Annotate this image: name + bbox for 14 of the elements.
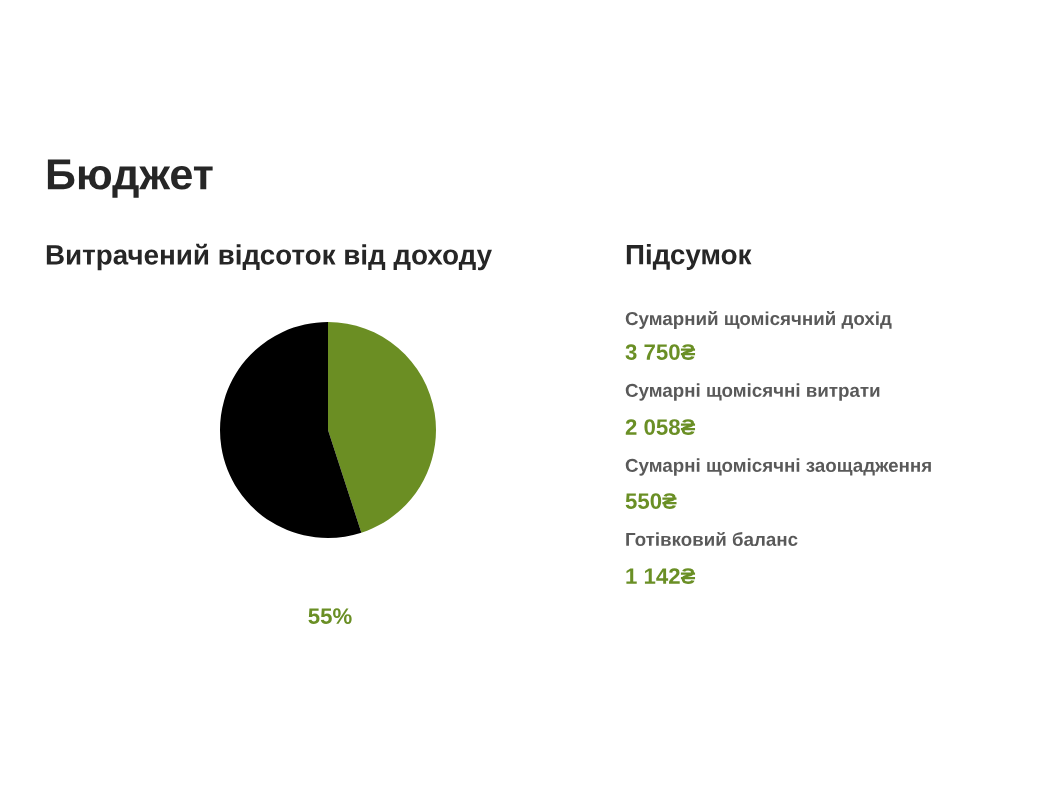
text: 550₴: [625, 493, 677, 509]
chart-title: Бюджет: [47, 159, 213, 198]
text: 2 058₴: [625, 419, 696, 435]
text: Підсумок: [626, 244, 752, 270]
chart-subtitle: Витрачений відсоток від доходу: [46, 243, 492, 271]
text: 1 142₴: [626, 568, 696, 584]
text: 3 750₴: [625, 344, 696, 360]
text: Сумарні щомісячні заощадження: [625, 458, 931, 476]
text: Сумарний щомісячний дохід: [625, 311, 892, 329]
data-label: 55%: [308, 608, 352, 624]
pie-slice: [328, 322, 436, 533]
text: Сумарні щомісячні витрати: [625, 383, 880, 401]
pie-slice: [220, 322, 362, 538]
text: Готівковий баланс: [626, 531, 798, 547]
